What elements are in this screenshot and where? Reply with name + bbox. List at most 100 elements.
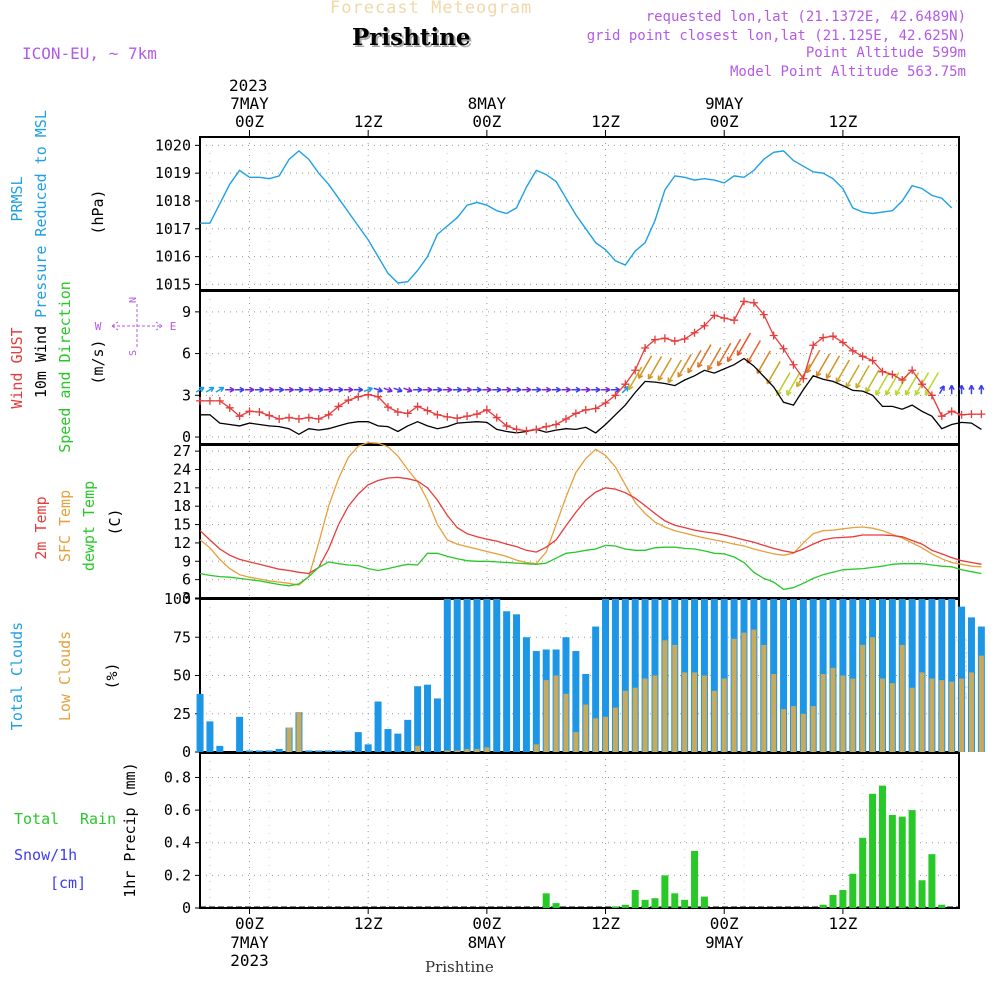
rain-bar	[849, 873, 857, 908]
low-cloud-bar	[701, 675, 707, 752]
low-cloud-bar	[622, 690, 628, 752]
total-cloud-bar	[305, 750, 313, 752]
wind-arrow-head	[516, 389, 522, 393]
wind-arrow-head	[555, 389, 561, 393]
gust-marker	[769, 331, 778, 340]
temp-sfc-line	[199, 441, 982, 586]
gust-marker	[334, 402, 343, 411]
gust-marker	[937, 412, 946, 421]
gust-marker	[294, 414, 303, 423]
total-cloud-bar	[443, 599, 451, 752]
wind-direction-arrow	[845, 364, 860, 388]
rain-bar	[661, 875, 669, 908]
rain-bar	[839, 890, 847, 908]
compass-w: W	[95, 320, 102, 333]
total-cloud-bar	[572, 651, 580, 752]
low-cloud-bar	[830, 667, 836, 752]
low-cloud-bar	[959, 678, 965, 752]
bottom-date-label: 8MAY	[468, 933, 507, 952]
total-cloud-bar	[196, 693, 204, 752]
low-cloud-bar	[415, 745, 421, 752]
gust-marker	[532, 425, 541, 434]
wind-direction-arrow	[667, 359, 682, 383]
compass-n: N	[128, 297, 139, 303]
gust-marker	[581, 405, 590, 414]
wind-direction-arrow	[726, 338, 742, 363]
compass-e: E	[170, 320, 177, 333]
gust-marker	[918, 380, 927, 389]
rain-bar	[859, 837, 867, 908]
total-cloud-bar	[315, 750, 323, 752]
gust-marker	[285, 413, 294, 422]
low-cloud-bar	[771, 673, 777, 752]
total-cloud-bar	[908, 599, 916, 752]
wind-arrow-head	[249, 389, 255, 393]
low-cloud-bar	[929, 678, 935, 752]
bottom-time-label: 00Z	[710, 914, 739, 933]
low-cloud-bar	[889, 683, 895, 752]
wind-arrow-head	[298, 389, 304, 393]
gust-marker	[591, 404, 600, 413]
gridpoint-coords: grid point closest lon,lat (21.125E, 42.…	[586, 28, 966, 44]
gust-marker	[838, 338, 847, 347]
total-cloud-bar	[246, 750, 253, 752]
gust-marker	[720, 314, 729, 323]
total-cloud-bar	[236, 716, 244, 752]
label-percent: (%)	[103, 662, 121, 689]
total-cloud-bar	[493, 599, 501, 752]
wind-arrow-head	[220, 387, 225, 393]
rain-bar	[611, 906, 619, 908]
low-cloud-bar	[711, 690, 717, 752]
rain-bar	[631, 890, 639, 908]
wind-arrow-head	[427, 389, 433, 393]
wind-arrow-head	[387, 390, 393, 393]
rain-bar	[651, 898, 659, 908]
gust-marker	[275, 414, 284, 423]
label-sfc-temp: SFC Temp	[56, 490, 74, 562]
rain-bar	[819, 904, 827, 908]
low-cloud-bar	[879, 678, 885, 752]
model-label: ICON-EU, ~ 7km	[22, 44, 157, 63]
y-tick-label: 50	[173, 667, 191, 685]
rain-bar	[938, 904, 946, 908]
rain-bar	[888, 815, 896, 908]
wind-arrow-head	[200, 387, 205, 393]
gust-marker	[740, 297, 748, 306]
top-time-label: 12Z	[354, 112, 383, 131]
gust-marker	[433, 410, 442, 419]
y-tick-label: 12	[173, 534, 191, 552]
gust-marker	[482, 405, 491, 414]
footer-location: Prishtine	[425, 958, 494, 976]
wind-arrow-head	[980, 384, 985, 391]
wind-speed-line	[200, 357, 982, 436]
low-cloud-bar	[741, 632, 747, 752]
bottom-year-label: 2023	[230, 951, 269, 970]
total-cloud-bar	[809, 599, 817, 752]
wind-direction-arrow	[657, 357, 673, 381]
y-tick-label: 1017	[155, 220, 191, 238]
gust-marker	[878, 367, 887, 376]
gust-marker	[364, 390, 373, 399]
bottom-date-label: 7MAY	[230, 933, 269, 952]
y-tick-label: 6	[182, 345, 191, 363]
low-cloud-bar	[652, 675, 658, 752]
y-tick-label: 1015	[155, 275, 191, 293]
total-cloud-bar	[394, 733, 402, 752]
wind-arrow-head	[377, 390, 383, 393]
y-tick-label: 0	[182, 899, 191, 917]
wind-arrow-head	[397, 390, 403, 393]
low-cloud-bar	[692, 672, 698, 752]
wind-arrow-head	[239, 389, 245, 393]
low-cloud-bar	[860, 644, 866, 752]
total-cloud-bar	[780, 599, 788, 752]
bottom-time-label: 00Z	[472, 914, 501, 933]
gust-marker	[601, 398, 610, 407]
wind-arrow-head	[605, 389, 611, 393]
label-low-clouds: Low Clouds	[56, 631, 74, 721]
requested-coords: requested lon,lat (21.1372E, 42.6489N)	[645, 9, 966, 25]
label-ms: (m/s)	[89, 339, 107, 384]
product-title: Forecast Meteogram	[330, 0, 533, 18]
compass-s: S	[128, 350, 139, 356]
wind-arrow-head	[960, 384, 965, 391]
wind-arrow-head	[595, 389, 601, 393]
